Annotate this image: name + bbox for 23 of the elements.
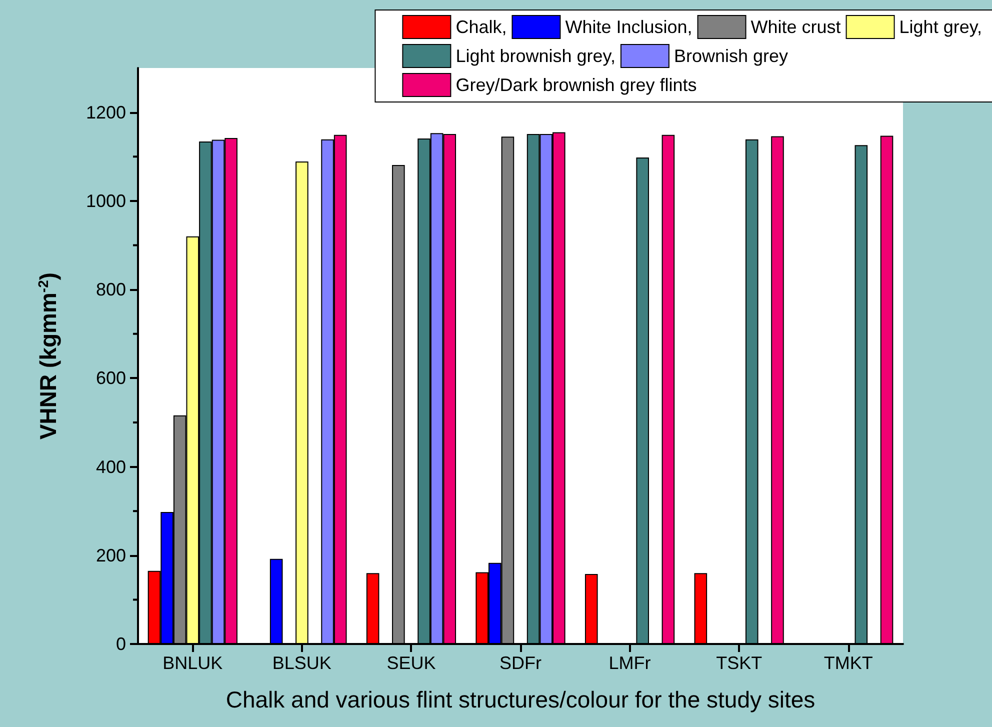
y-tick-label: 800	[96, 280, 126, 300]
legend-label: Grey/Dark brownish grey flints	[456, 75, 697, 95]
legend-label: Light brownish grey,	[456, 46, 616, 66]
y-tick-label: 1000	[86, 190, 126, 211]
y-tick-label: 1200	[86, 102, 126, 122]
y-axis-title: VHNR (kgmm-2)	[35, 272, 61, 440]
legend-label: White crust	[750, 17, 841, 37]
legend-label: Light grey,	[899, 17, 982, 37]
legend-label: Chalk,	[456, 17, 507, 37]
y-tick-label: 600	[96, 368, 126, 388]
x-tick-label: SDFr	[500, 653, 542, 673]
x-tick-label: LMFr	[608, 653, 651, 673]
x-tick-label: TMKT	[824, 653, 873, 673]
x-tick-label: SEUK	[386, 653, 436, 673]
x-tick-label: TSKT	[716, 653, 762, 673]
legend-label: Brownish grey	[674, 46, 788, 66]
y-tick-label: 0	[116, 634, 126, 654]
y-tick-label: 400	[96, 456, 126, 477]
x-axis-title: Chalk and various flint structures/colour for the study sites	[226, 686, 816, 712]
y-tick-label: 200	[96, 545, 126, 566]
legend-label: White Inclusion,	[565, 17, 692, 37]
x-tick-label: BLSUK	[272, 653, 332, 673]
x-tick-label: BNLUK	[162, 653, 223, 673]
